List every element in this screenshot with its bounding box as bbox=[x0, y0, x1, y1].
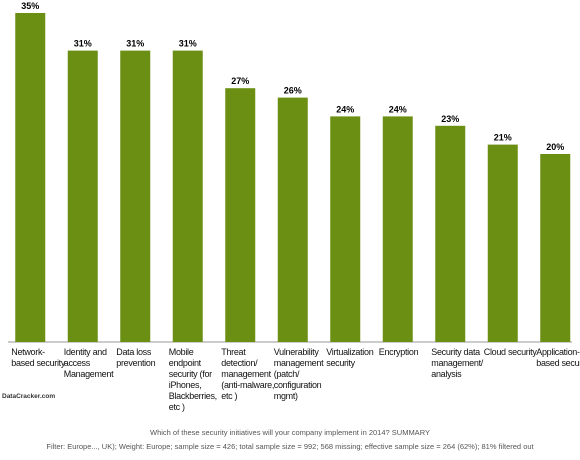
x-tick-label: Network-based security bbox=[11, 347, 66, 368]
value-label: 21% bbox=[494, 133, 512, 143]
x-tick-label: Encryption bbox=[378, 347, 419, 357]
value-label: 31% bbox=[74, 39, 92, 49]
bar bbox=[225, 88, 256, 342]
x-tick-label: Mobile endpoint security (for iPhones, B… bbox=[168, 347, 217, 412]
value-label: 24% bbox=[336, 104, 354, 114]
bar bbox=[540, 154, 571, 342]
value-label: 31% bbox=[126, 39, 144, 49]
value-label: 24% bbox=[389, 104, 407, 114]
question: Which of these security initiatives will… bbox=[150, 428, 430, 437]
x-tick-label: Identity and access Management bbox=[63, 347, 114, 379]
x-tick-label: Cloud security bbox=[483, 347, 537, 357]
value-label: 35% bbox=[21, 1, 39, 11]
value-label: 23% bbox=[441, 114, 459, 124]
bar bbox=[277, 97, 308, 342]
filter-note: Filter: Europe..., UK); Weight: Europe; … bbox=[46, 442, 534, 451]
bar bbox=[120, 50, 151, 342]
bar bbox=[487, 144, 518, 342]
x-tick-label: Virtualization security bbox=[326, 347, 374, 368]
bar bbox=[382, 116, 413, 343]
value-label: 26% bbox=[284, 86, 302, 96]
value-label: 27% bbox=[231, 76, 249, 86]
bar bbox=[435, 125, 466, 342]
bar bbox=[330, 116, 361, 343]
x-tick-label: Threat detection/ management (anti-malwa… bbox=[221, 347, 275, 401]
x-tick-label: Data loss prevention bbox=[116, 347, 156, 368]
bar bbox=[67, 50, 98, 342]
x-tick-label: Vulnerability management (patch/ configu… bbox=[273, 347, 324, 401]
value-label: 31% bbox=[179, 39, 197, 49]
bar bbox=[15, 13, 46, 342]
x-tick-label: Security data management/ analysis bbox=[431, 347, 483, 379]
x-tick-label: Application-based security bbox=[536, 347, 580, 368]
value-label: 20% bbox=[546, 142, 564, 152]
bar bbox=[172, 50, 203, 342]
source: DataCracker.com bbox=[2, 393, 56, 400]
